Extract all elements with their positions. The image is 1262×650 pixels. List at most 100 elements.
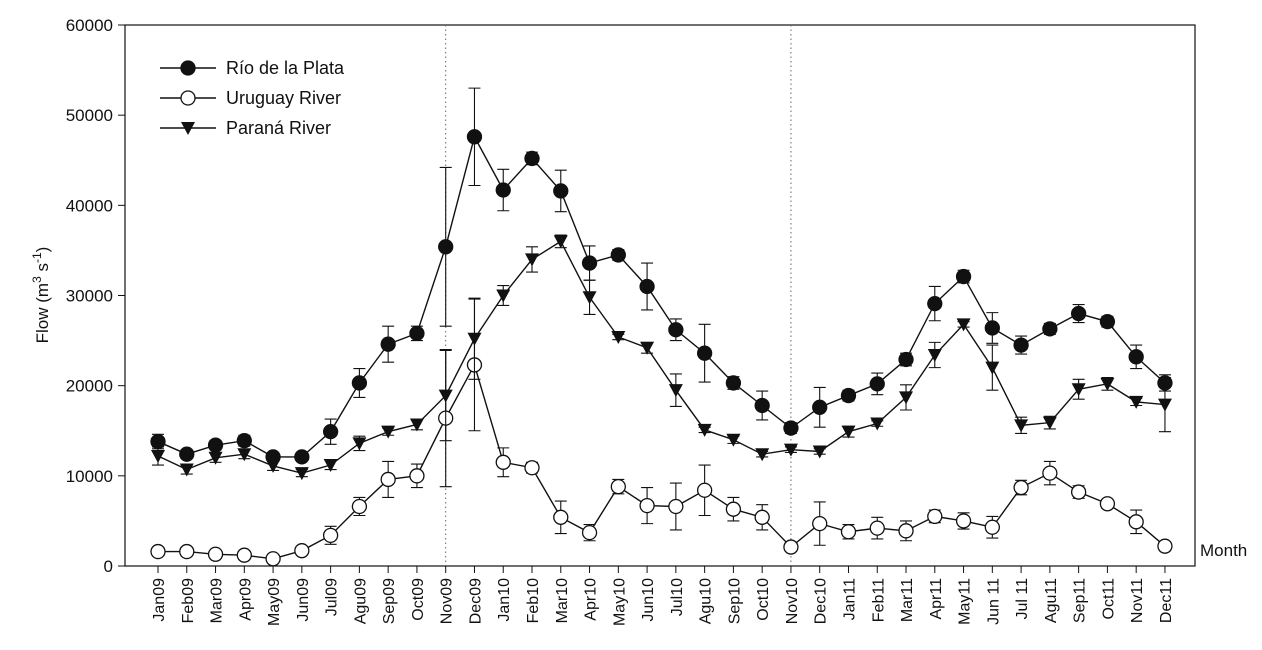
marker xyxy=(1099,496,1116,512)
marker xyxy=(524,460,540,476)
x-tick-label: May10 xyxy=(611,578,628,626)
marker xyxy=(696,345,713,361)
x-tick-label: Jul10 xyxy=(669,578,686,616)
x-tick-label: Oct09 xyxy=(410,578,427,621)
x-tick-label: Oct11 xyxy=(1100,578,1117,620)
marker xyxy=(783,443,798,457)
marker xyxy=(955,513,972,529)
marker xyxy=(639,497,655,514)
x-tick-label: Agu10 xyxy=(698,578,715,624)
y-tick-label: 30000 xyxy=(66,287,113,306)
marker xyxy=(754,509,770,525)
marker xyxy=(1128,349,1144,365)
legend-label: Paraná River xyxy=(226,118,331,138)
marker xyxy=(898,351,914,368)
x-tick-label: Oct10 xyxy=(755,578,772,621)
x-tick-label: Jan11 xyxy=(841,578,858,621)
x-tick-label: Jul09 xyxy=(324,578,341,616)
marker xyxy=(927,508,943,525)
x-tick-label: Agu09 xyxy=(352,578,369,624)
marker xyxy=(611,330,626,344)
marker xyxy=(237,448,252,462)
marker xyxy=(236,547,252,563)
marker xyxy=(869,520,885,536)
x-tick-label: Jan09 xyxy=(151,578,168,622)
marker xyxy=(380,471,396,488)
marker xyxy=(179,463,194,477)
x-tick-label: Dec10 xyxy=(813,578,830,624)
legend-label: Río de la Plata xyxy=(226,58,345,78)
marker xyxy=(783,539,799,555)
marker xyxy=(812,515,828,532)
marker xyxy=(553,509,569,525)
marker xyxy=(955,268,972,285)
marker xyxy=(409,418,424,432)
marker xyxy=(610,479,626,495)
marker xyxy=(181,122,195,135)
marker xyxy=(438,389,453,403)
marker xyxy=(610,247,626,263)
series-line xyxy=(158,363,1166,560)
marker xyxy=(179,446,195,462)
marker xyxy=(380,336,396,352)
marker xyxy=(351,375,368,391)
marker xyxy=(207,546,224,562)
marker xyxy=(1157,538,1173,554)
marker xyxy=(985,361,1000,375)
marker xyxy=(322,424,339,440)
x-tick-label: Feb09 xyxy=(180,578,197,623)
marker xyxy=(956,318,971,332)
x-tick-label: Dec11 xyxy=(1158,578,1175,623)
marker xyxy=(265,551,281,567)
marker xyxy=(1013,479,1029,496)
marker xyxy=(581,255,598,271)
marker xyxy=(467,332,482,346)
marker xyxy=(496,289,511,303)
x-tick-label: Nov10 xyxy=(784,578,801,624)
marker xyxy=(524,150,540,167)
marker xyxy=(323,459,338,473)
marker xyxy=(1100,377,1115,391)
marker xyxy=(495,454,511,470)
marker xyxy=(179,543,195,560)
legend-label: Uruguay River xyxy=(226,88,341,108)
x-tick-label: Mar09 xyxy=(209,578,226,623)
marker xyxy=(1014,419,1029,433)
marker xyxy=(812,399,828,415)
y-tick-label: 40000 xyxy=(66,196,113,215)
marker xyxy=(1099,313,1116,330)
marker xyxy=(294,467,309,481)
x-tick-label: Jun 11 xyxy=(985,578,1002,625)
marker xyxy=(668,322,684,338)
y-label-part: ) xyxy=(33,247,52,253)
marker xyxy=(984,519,1000,535)
x-tick-label: Sep09 xyxy=(381,578,398,624)
x-tick-label: Jul 11 xyxy=(1014,578,1031,620)
marker xyxy=(495,182,511,198)
marker xyxy=(322,527,339,543)
marker xyxy=(869,376,885,392)
marker xyxy=(294,543,310,559)
x-tick-label: Feb11 xyxy=(870,578,887,622)
x-tick-label: May11 xyxy=(957,578,974,625)
y-label-part: Flow (m xyxy=(33,283,52,343)
marker xyxy=(668,498,684,515)
marker xyxy=(755,448,770,462)
x-tick-label: Jun09 xyxy=(295,578,312,622)
marker xyxy=(840,524,857,540)
series xyxy=(150,87,1173,465)
marker xyxy=(640,341,655,355)
y-tick-label: 0 xyxy=(104,557,113,576)
marker xyxy=(180,90,196,106)
y-axis-label: Flow (m3 s-1) xyxy=(30,247,52,344)
marker xyxy=(582,291,597,305)
x-tick-label: May09 xyxy=(266,578,283,626)
x-tick-label: Sep10 xyxy=(726,578,743,624)
marker xyxy=(266,459,281,473)
marker xyxy=(1042,465,1058,481)
series xyxy=(150,298,1173,567)
x-tick-label: Jan10 xyxy=(496,578,513,622)
series-line xyxy=(157,240,1166,474)
x-tick-label: Agu11 xyxy=(1043,578,1060,623)
marker xyxy=(754,397,770,414)
